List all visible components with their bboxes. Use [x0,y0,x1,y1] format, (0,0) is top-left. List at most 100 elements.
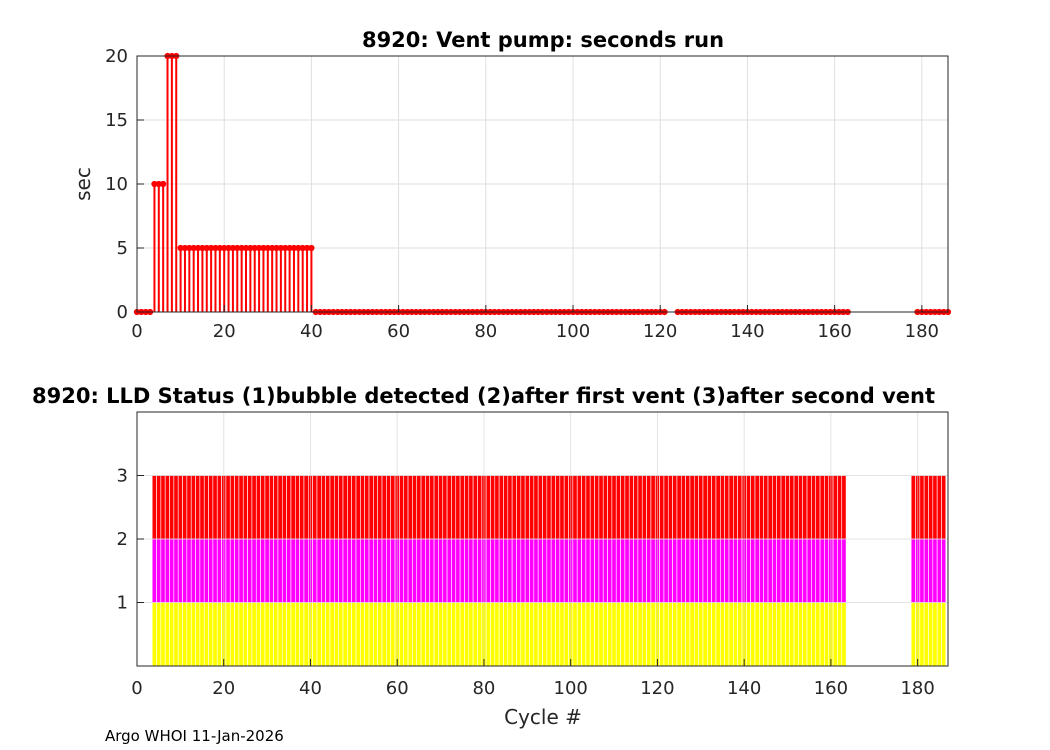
y-tick-label: 1 [117,593,128,614]
status-bar-level-3 [255,475,261,540]
status-bar-level-1 [455,602,461,667]
status-bar-level-2 [195,538,201,603]
status-bar-level-2 [680,538,686,603]
status-bar-level-3 [620,475,626,540]
status-bar-level-2 [446,538,452,603]
status-bar-level-1 [572,602,578,667]
y-tick-label: 20 [105,46,128,67]
status-bar-level-3 [477,475,483,540]
status-bar-level-1 [433,602,439,667]
status-bar-level-1 [446,602,452,667]
status-bar-level-2 [659,538,665,603]
status-bar-level-3 [360,475,365,540]
status-bar-level-3 [190,475,196,540]
x-tick-label: 100 [554,678,588,699]
status-bar-level-1 [733,602,738,667]
status-bar-level-3 [268,475,274,540]
status-bar-level-3 [368,475,374,540]
status-bar-level-3 [789,475,795,540]
x-tick-label: 80 [472,678,495,699]
status-bar-level-3 [672,475,678,540]
status-bar-level-1 [806,602,812,667]
x-tick-label: 120 [640,678,674,699]
status-bar-level-3 [312,475,318,540]
status-bar-level-3 [455,475,461,540]
status-bar-level-3 [377,475,383,540]
status-bar-level-2 [238,538,244,603]
status-bar-level-2 [576,538,582,603]
status-bar-level-1 [242,602,248,667]
status-bar-level-3 [559,475,565,540]
status-bar-level-1 [416,602,422,667]
status-bar-level-3 [516,475,522,540]
status-bar-level-1 [746,602,751,667]
status-bar-level-3 [203,475,209,540]
status-bar-level-3 [923,475,929,540]
status-bar-level-1 [511,602,517,667]
status-bar-level-3 [373,475,378,540]
status-bar-level-1 [468,602,474,667]
status-bar-level-1 [342,602,348,667]
status-bar-level-1 [329,602,335,667]
status-bar-level-2 [585,538,591,603]
status-bar-level-2 [403,538,409,603]
status-bar-level-3 [737,475,743,540]
status-bar-level-2 [173,538,179,603]
status-bar-level-3 [802,475,808,540]
status-bar-level-2 [316,538,322,603]
status-bar-level-1 [711,602,717,667]
status-bar-level-3 [316,475,322,540]
status-bar-level-3 [550,475,556,540]
status-bar-level-2 [390,538,396,603]
status-bar-level-3 [290,475,296,540]
status-bar-level-1 [585,602,591,667]
status-bar-level-1 [698,602,704,667]
status-bar-level-3 [277,475,283,540]
status-bar-level-2 [420,538,426,603]
status-bar-level-3 [711,475,717,540]
status-bar-level-3 [494,475,500,540]
status-bar-level-3 [702,475,708,540]
status-bar-level-3 [151,475,157,540]
status-bar-level-1 [824,602,830,667]
status-bar-level-2 [429,538,435,603]
status-bar-level-3 [390,475,396,540]
status-bar-level-3 [563,475,569,540]
status-bar-level-2 [759,538,764,603]
status-bar-level-3 [498,475,504,540]
status-bar-level-2 [737,538,743,603]
status-bar-level-3 [524,475,530,540]
status-bar-level-1 [507,602,513,667]
y-tick-label: 15 [105,110,128,131]
status-bar-level-2 [373,538,378,603]
status-bar-level-3 [811,475,817,540]
status-bar-level-2 [468,538,474,603]
status-bar-level-2 [368,538,374,603]
status-bar-level-1 [264,602,270,667]
status-bar-level-3 [780,475,786,540]
status-bar-level-1 [819,602,825,667]
status-bar-level-2 [663,538,669,603]
status-bar-level-1 [260,602,266,667]
lld-status-grid [137,412,948,666]
status-bar-level-3 [806,475,812,540]
status-bar-level-2 [941,538,947,603]
status-bar-level-3 [633,475,639,540]
lld-status-x-ticks: 0 20 40 60 80 100 120 140 160 180 [131,659,935,699]
status-bar-level-3 [485,475,491,540]
status-bar-level-3 [728,475,734,540]
status-bar-level-1 [464,602,470,667]
status-bar-level-1 [238,602,244,667]
status-bar-level-3 [537,475,543,540]
y-tick-label: 3 [117,466,128,487]
status-bar-level-1 [503,602,509,667]
status-bar-level-3 [776,475,782,540]
status-bar-level-3 [260,475,266,540]
status-bar-level-3 [156,475,162,540]
status-bar-level-1 [251,602,257,667]
status-bar-level-2 [594,538,600,603]
status-bar-level-3 [407,475,413,540]
status-bar-level-2 [472,538,478,603]
status-bar-level-1 [169,602,175,667]
